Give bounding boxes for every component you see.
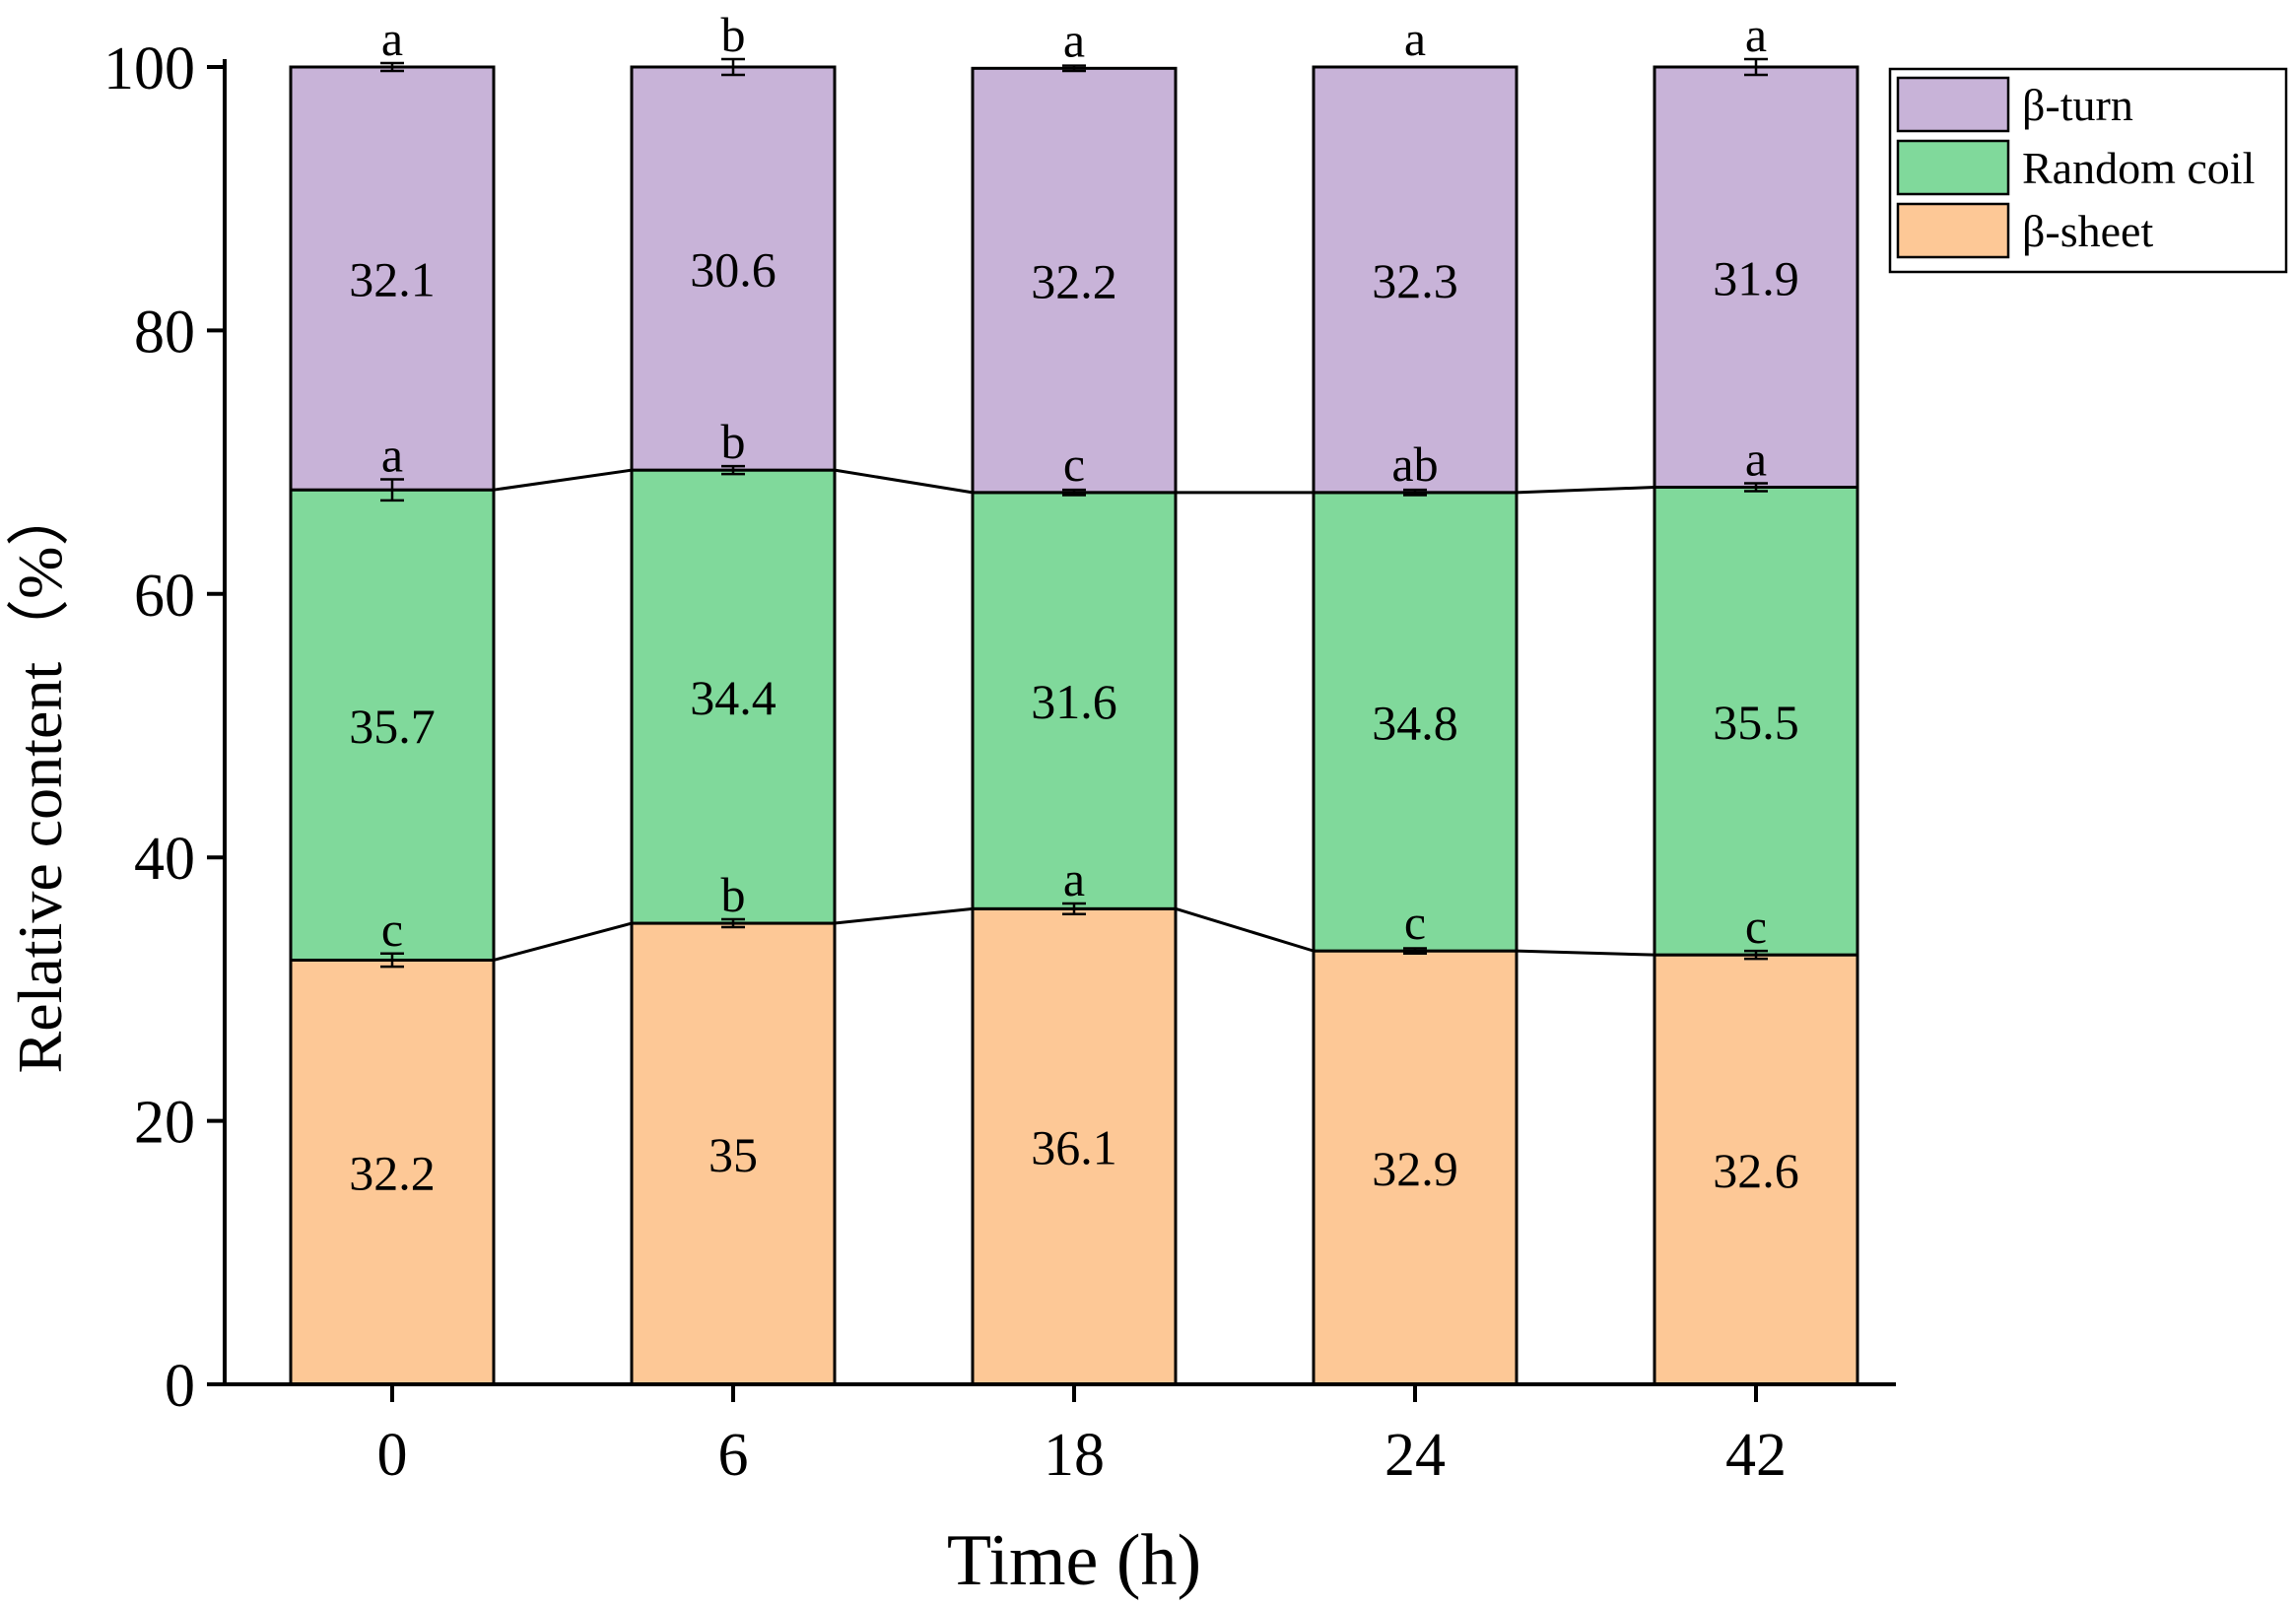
value-label: 32.9	[1372, 1141, 1458, 1196]
value-label: 35	[709, 1127, 758, 1182]
legend-swatch	[1896, 76, 2010, 133]
value-label: 35.7	[349, 699, 436, 754]
bar-β-turn-18	[971, 66, 1178, 495]
significance-letter: c	[1063, 436, 1085, 492]
connector-line	[493, 468, 633, 492]
legend-label: β-turn	[2022, 80, 2133, 130]
value-labels: 32.2 35 36.1 32.9 32.6 35.7 34.4 31.6 34.8 35.5 32…	[349, 242, 1799, 1201]
connector-line	[1516, 949, 1655, 957]
value-label: 35.5	[1713, 695, 1799, 750]
significance-letter: b	[721, 7, 746, 62]
significance-letter: c	[1745, 899, 1767, 954]
y-tick-label: 80	[134, 299, 195, 366]
value-label: 32.2	[1031, 254, 1117, 309]
y-tick-label: 100	[103, 35, 195, 102]
bar-Random coil-42	[1653, 486, 1859, 957]
significance-letter: a	[1745, 7, 1767, 62]
value-label: 32.6	[1713, 1143, 1799, 1198]
y-tick-label: 20	[134, 1090, 195, 1157]
legend-label: β-sheet	[2022, 206, 2153, 256]
x-tick-label: 0	[377, 1422, 408, 1489]
bar-β-turn-24	[1312, 65, 1519, 495]
significance-letter: a	[381, 11, 403, 66]
bar-β-sheet-6	[630, 921, 837, 1386]
bar-β-sheet-24	[1312, 949, 1519, 1386]
legend: β-turn Random coil β-sheet	[1888, 67, 2288, 274]
y-tick-label: 0	[165, 1353, 195, 1420]
significance-letter: a	[1063, 12, 1085, 67]
y-tick-label: 60	[134, 563, 195, 630]
x-tick-label: 24	[1384, 1422, 1446, 1489]
bar-β-turn-42	[1653, 65, 1859, 490]
significance-letter: a	[1063, 851, 1085, 906]
bar-β-sheet-42	[1653, 953, 1859, 1386]
value-label: 34.8	[1372, 695, 1458, 750]
connector-lines	[493, 468, 1655, 962]
significance-letter: a	[1745, 431, 1767, 486]
x-tick-label: 42	[1725, 1422, 1787, 1489]
bar-Random coil-0	[289, 488, 496, 962]
bar-β-turn-6	[630, 65, 837, 472]
legend-swatch	[1896, 139, 2010, 196]
connector-line	[834, 906, 974, 925]
significance-letter: b	[721, 414, 746, 469]
significance-letter: c	[1404, 895, 1426, 950]
bar-Random coil-18	[971, 491, 1178, 910]
x-tick-label: 6	[718, 1422, 749, 1489]
significance-letter: b	[721, 867, 746, 922]
bar-β-sheet-0	[289, 958, 496, 1386]
bar-β-turn-0	[289, 65, 496, 492]
value-label: 31.6	[1031, 674, 1117, 729]
value-label: 36.1	[1031, 1120, 1117, 1175]
value-label: 32.2	[349, 1146, 436, 1201]
significance-letters: cb ac ca b c ab aa b a a a	[381, 7, 1767, 957]
legend-label: Random coil	[2022, 143, 2255, 193]
connector-line	[1516, 486, 1655, 495]
significance-letter: a	[1404, 11, 1426, 66]
connector-line	[834, 468, 974, 495]
y-axis-title: Relative content（%）	[5, 484, 75, 1074]
value-label: 34.4	[690, 670, 777, 725]
connector-line	[493, 921, 633, 962]
bars-layer	[289, 65, 1859, 1386]
x-tick-label: 18	[1044, 1422, 1105, 1489]
significance-letter: ab	[1391, 436, 1438, 492]
axes: 0 20 40 60 80 100 0 6 18 24 42	[103, 35, 1896, 1489]
x-axis-title: Time (h)	[947, 1520, 1201, 1601]
connector-line	[1175, 906, 1315, 953]
error-bars	[380, 57, 1768, 969]
y-tick-label: 40	[134, 826, 195, 893]
value-label: 32.3	[1372, 253, 1458, 308]
significance-letter: a	[381, 427, 403, 482]
value-label: 31.9	[1713, 250, 1799, 305]
legend-swatch	[1896, 202, 2010, 259]
value-label: 32.1	[349, 252, 436, 307]
significance-letter: c	[381, 902, 403, 957]
value-label: 30.6	[690, 242, 777, 298]
